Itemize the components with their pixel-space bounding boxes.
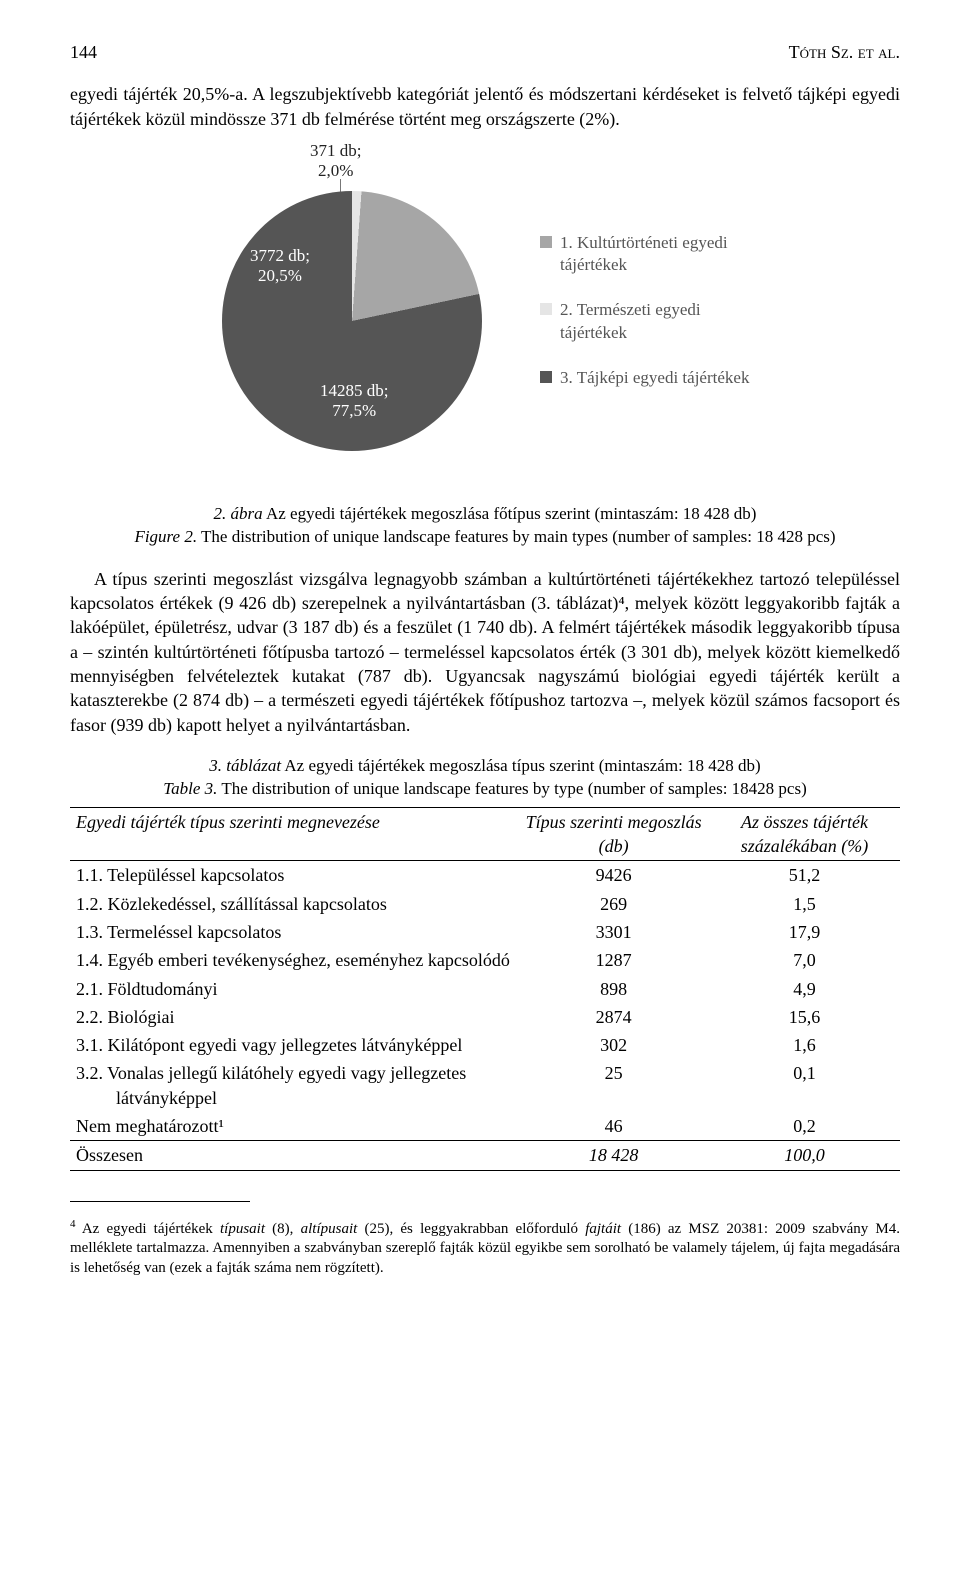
footnote-italic: típusait bbox=[220, 1221, 265, 1237]
footnote-italic: fajtáit bbox=[585, 1221, 621, 1237]
table-header-row: Egyedi tájérték típus szerinti megnevezé… bbox=[70, 807, 900, 861]
table-label-hu: 3. táblázat bbox=[209, 756, 281, 775]
legend-text: 1. Kultúrtörténeti egyedi tájértékek bbox=[560, 232, 770, 278]
cell-pct: 4,9 bbox=[709, 975, 900, 1003]
col-count: Típus szerinti megoszlás (db) bbox=[518, 807, 709, 861]
cell-name: Nem meghatározott¹ bbox=[70, 1112, 518, 1141]
cell-count: 898 bbox=[518, 975, 709, 1003]
cell-name: 2.1. Földtudományi bbox=[70, 975, 518, 1003]
footnote-text: (8), bbox=[265, 1221, 301, 1237]
table-total-row: Összesen18 428100,0 bbox=[70, 1141, 900, 1170]
cell-count: 1287 bbox=[518, 946, 709, 974]
table-row: 1.1. Településsel kapcsolatos942651,2 bbox=[70, 861, 900, 890]
cell-count: 25 bbox=[518, 1059, 709, 1112]
cell-pct: 0,1 bbox=[709, 1059, 900, 1112]
cell-pct: 15,6 bbox=[709, 1003, 900, 1031]
table-row: 3.2. Vonalas jellegű kilátóhely egyedi v… bbox=[70, 1059, 900, 1112]
col-name: Egyedi tájérték típus szerinti megnevezé… bbox=[70, 807, 518, 861]
cell-name: 1.2. Közlekedéssel, szállítással kapcsol… bbox=[70, 890, 518, 918]
distribution-table: Egyedi tájérték típus szerinti megnevezé… bbox=[70, 807, 900, 1171]
table-label-en: Table 3. bbox=[163, 779, 217, 798]
cell-pct: 1,5 bbox=[709, 890, 900, 918]
cell-name: 3.1. Kilátópont egyedi vagy jellegzetes … bbox=[70, 1031, 518, 1059]
intro-paragraph: egyedi tájérték 20,5%-a. A legszubjektív… bbox=[70, 82, 900, 131]
figure-label-en: Figure 2. bbox=[134, 527, 197, 546]
footnote-text: (25), és leggyakrabban előforduló bbox=[357, 1221, 585, 1237]
table-row: 2.2. Biológiai287415,6 bbox=[70, 1003, 900, 1031]
cell-pct: 7,0 bbox=[709, 946, 900, 974]
cell-count: 3301 bbox=[518, 918, 709, 946]
cell-name: 1.3. Termeléssel kapcsolatos bbox=[70, 918, 518, 946]
pie-chart-block: 371 db;2,0% 3772 db;20,5% 14285 db;77,5%… bbox=[70, 141, 900, 481]
figure-caption: 2. ábra Az egyedi tájértékek megoszlása … bbox=[70, 503, 900, 549]
cell-count: 269 bbox=[518, 890, 709, 918]
cell-pct: 1,6 bbox=[709, 1031, 900, 1059]
legend-text: 3. Tájképi egyedi tájértékek bbox=[560, 367, 749, 390]
cell-name: Összesen bbox=[70, 1141, 518, 1170]
cell-count: 46 bbox=[518, 1112, 709, 1141]
cell-count: 9426 bbox=[518, 861, 709, 890]
figure-text-hu: Az egyedi tájértékek megoszlása főtípus … bbox=[263, 504, 757, 523]
table-row: 3.1. Kilátópont egyedi vagy jellegzetes … bbox=[70, 1031, 900, 1059]
footnote: 4 Az egyedi tájértékek típusait (8), alt… bbox=[70, 1217, 900, 1279]
cell-name: 3.2. Vonalas jellegű kilátóhely egyedi v… bbox=[70, 1059, 518, 1112]
footnote-italic: altípusait bbox=[301, 1221, 358, 1237]
legend-swatch bbox=[540, 236, 552, 248]
pie-slice-label-2: 14285 db;77,5% bbox=[320, 381, 388, 422]
running-author: Tóth Sz. et al. bbox=[789, 40, 900, 64]
footnote-text: Az egyedi tájértékek bbox=[76, 1221, 220, 1237]
cell-name: 1.4. Egyéb emberi tevékenységhez, esemén… bbox=[70, 946, 518, 974]
cell-name: 1.1. Településsel kapcsolatos bbox=[70, 861, 518, 890]
footnote-rule bbox=[70, 1201, 250, 1202]
pie-slice-label-1: 3772 db;20,5% bbox=[250, 246, 310, 287]
table-caption: 3. táblázat Az egyedi tájértékek megoszl… bbox=[70, 755, 900, 801]
table-row: 2.1. Földtudományi8984,9 bbox=[70, 975, 900, 1003]
pie-legend: 1. Kultúrtörténeti egyedi tájértékek 2. … bbox=[540, 232, 770, 391]
table-body: 1.1. Településsel kapcsolatos942651,21.2… bbox=[70, 861, 900, 1170]
legend-item: 1. Kultúrtörténeti egyedi tájértékek bbox=[540, 232, 770, 278]
page-number: 144 bbox=[70, 40, 97, 64]
legend-swatch bbox=[540, 371, 552, 383]
pie-chart: 371 db;2,0% 3772 db;20,5% 14285 db;77,5% bbox=[200, 141, 500, 481]
legend-text: 2. Természeti egyedi tájértékek bbox=[560, 299, 770, 345]
legend-item: 3. Tájképi egyedi tájértékek bbox=[540, 367, 770, 390]
cell-pct: 51,2 bbox=[709, 861, 900, 890]
table-row: Nem meghatározott¹460,2 bbox=[70, 1112, 900, 1141]
body-paragraph: A típus szerinti megoszlást vizsgálva le… bbox=[70, 567, 900, 737]
table-text-hu: Az egyedi tájértékek megoszlása típus sz… bbox=[281, 756, 761, 775]
cell-pct: 0,2 bbox=[709, 1112, 900, 1141]
cell-pct: 100,0 bbox=[709, 1141, 900, 1170]
figure-text-en: The distribution of unique landscape fea… bbox=[197, 527, 835, 546]
cell-count: 2874 bbox=[518, 1003, 709, 1031]
cell-count: 18 428 bbox=[518, 1141, 709, 1170]
table-text-en: The distribution of unique landscape fea… bbox=[217, 779, 806, 798]
pie-slice-label-0: 371 db;2,0% bbox=[310, 141, 361, 182]
table-row: 1.2. Közlekedéssel, szállítással kapcsol… bbox=[70, 890, 900, 918]
table-row: 1.4. Egyéb emberi tevékenységhez, esemén… bbox=[70, 946, 900, 974]
col-pct: Az összes tájérték százalékában (%) bbox=[709, 807, 900, 861]
cell-pct: 17,9 bbox=[709, 918, 900, 946]
figure-label-hu: 2. ábra bbox=[214, 504, 263, 523]
legend-swatch bbox=[540, 303, 552, 315]
table-row: 1.3. Termeléssel kapcsolatos330117,9 bbox=[70, 918, 900, 946]
legend-item: 2. Természeti egyedi tájértékek bbox=[540, 299, 770, 345]
cell-count: 302 bbox=[518, 1031, 709, 1059]
cell-name: 2.2. Biológiai bbox=[70, 1003, 518, 1031]
